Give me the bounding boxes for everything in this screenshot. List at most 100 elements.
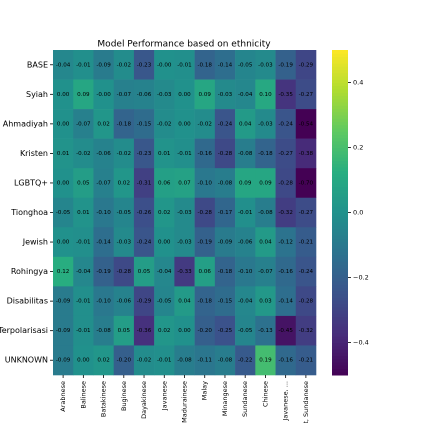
cell-label: -0.38 (299, 151, 314, 157)
colorbar-step (332, 79, 348, 83)
heatmap-cell (154, 138, 175, 169)
heatmap-cell (194, 50, 216, 80)
heatmap-cell (174, 256, 195, 287)
colorbar-step (332, 264, 348, 269)
heatmap-cell (154, 286, 175, 317)
cell-label: 0.02 (97, 358, 109, 364)
heatmap-cell (194, 345, 216, 376)
y-tick-label: Syiah (26, 90, 48, 99)
cell-label: 0.06 (198, 269, 211, 275)
colorbar-step (332, 180, 348, 184)
heatmap-cell (73, 79, 94, 110)
colorbar-step (332, 215, 348, 220)
colorbar-step (332, 316, 348, 321)
heatmap-cell (133, 345, 155, 376)
heatmap-cell (53, 227, 74, 258)
heatmap-cell (295, 79, 317, 110)
cell-label: -0.05 (117, 210, 132, 216)
cell-label: -0.10 (96, 299, 111, 305)
heatmap-cell (194, 138, 216, 169)
cell-label: -0.13 (258, 328, 273, 334)
cell-label: -0.26 (137, 210, 152, 216)
cell-label: -0.28 (278, 180, 293, 186)
heatmap-cell (194, 315, 216, 346)
cell-label: 0.05 (138, 269, 151, 275)
cell-label: -0.19 (96, 269, 111, 275)
heatmap-cell (275, 168, 297, 199)
colorbar-step (332, 141, 348, 145)
heatmap-cell (174, 197, 195, 228)
heatmap-cell (93, 197, 114, 228)
y-tick-label: BASE (27, 60, 48, 69)
heatmap-cell (133, 197, 155, 228)
colorbar-step (332, 202, 348, 207)
cell-label: 0.01 (158, 151, 171, 157)
colorbar-step (332, 95, 348, 100)
heatmap-cell (93, 286, 114, 317)
heatmap-cell (235, 315, 256, 346)
y-tick-label: UNKNOWN (5, 356, 48, 365)
colorbar-step (332, 358, 348, 363)
colorbar-step (332, 232, 348, 236)
heatmap-cell (73, 50, 94, 80)
cell-label: -0.36 (137, 328, 152, 334)
heatmap-cell (73, 109, 94, 139)
heatmap-cell (73, 227, 94, 258)
cell-label: -0.01 (238, 210, 253, 216)
colorbar-step (332, 111, 348, 116)
cell-label: -0.08 (96, 328, 111, 334)
y-tick-label: Disabilitas (7, 297, 48, 306)
cell-label: 0.00 (178, 328, 191, 334)
x-tick-label: Chinese (261, 381, 269, 407)
heatmap-cell (255, 138, 276, 169)
y-tick-label: Rohingya (11, 267, 48, 276)
cell-label: -0.07 (117, 92, 132, 98)
heatmap-cell (154, 227, 175, 258)
cell-label: 0.02 (118, 180, 130, 186)
heatmap-cell (133, 286, 155, 317)
cell-label: -0.23 (137, 151, 152, 157)
colorbar-tick-label: 0.0 (353, 209, 363, 217)
x-tick-label: at, Sundanese (302, 381, 310, 423)
colorbar-tick-label: 0.4 (353, 79, 363, 87)
cell-label: -0.07 (96, 180, 111, 186)
heatmap-cell (93, 79, 114, 110)
cell-label: 0.01 (77, 210, 90, 216)
heatmap-cell (113, 315, 135, 346)
heatmap-cell (113, 286, 135, 317)
cell-label: -0.27 (278, 151, 293, 157)
heatmap-cell (174, 109, 195, 139)
heatmap-cell (194, 197, 216, 228)
heatmap-cell (113, 50, 135, 80)
colorbar-step (332, 248, 348, 252)
cell-label: 0.09 (198, 92, 211, 98)
cell-label: -0.04 (76, 269, 91, 275)
heatmap-cell (235, 109, 256, 139)
cell-label: -0.06 (238, 240, 253, 246)
cell-label: -0.05 (157, 299, 172, 305)
cell-label: -0.08 (238, 151, 253, 157)
colorbar-step (332, 323, 348, 327)
cell-label: -0.02 (157, 121, 171, 127)
heatmap-cell (194, 227, 216, 258)
colorbar-step (332, 150, 348, 155)
heatmap-cell (235, 256, 256, 287)
cell-label: -0.05 (238, 328, 253, 334)
colorbar-step (332, 228, 348, 233)
heatmap-cell (255, 197, 276, 228)
heatmap-cell (235, 227, 256, 258)
colorbar-step (332, 280, 348, 285)
colorbar-step (332, 267, 348, 272)
cell-label: -0.02 (137, 358, 151, 364)
cell-label: -0.20 (117, 358, 132, 364)
cell-label: -0.08 (258, 210, 273, 216)
heatmap-cell (194, 79, 216, 110)
cell-label: -0.18 (197, 299, 212, 305)
colorbar-step (332, 105, 348, 109)
colorbar-step (332, 163, 348, 168)
heatmap-cell (214, 50, 236, 80)
cell-label: 0.00 (57, 121, 70, 127)
cell-label: -0.18 (258, 151, 273, 157)
cell-label: -0.00 (157, 62, 172, 68)
heatmap-cell (214, 197, 236, 228)
